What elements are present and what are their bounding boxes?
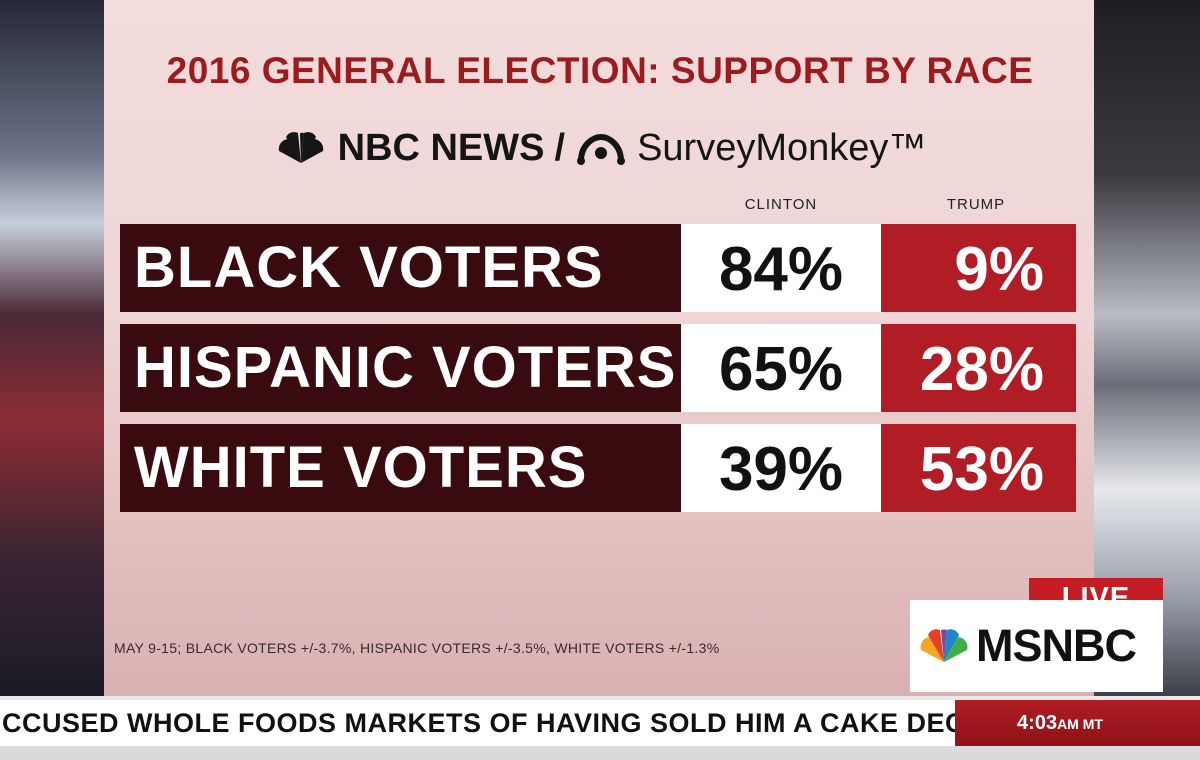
clinton-value: 65%	[681, 324, 881, 412]
table-row: BLACK VOTERS 84% 9%	[120, 224, 1076, 312]
chart-title: 2016 GENERAL ELECTION: SUPPORT BY RACE	[166, 50, 1034, 91]
logo-separator: /	[554, 126, 566, 169]
msnbc-bug: MSNBC	[910, 600, 1163, 692]
clinton-value: 84%	[681, 224, 881, 312]
ticker-time-suffix: AM MT	[1057, 716, 1103, 732]
trump-value: 28%	[881, 324, 1076, 412]
sponsor-logos: NBC NEWS / SurveyMonkey™	[0, 124, 1200, 172]
studio-background-left	[0, 0, 104, 700]
row-label: WHITE VOTERS	[120, 424, 681, 512]
surveymonkey-logo: SurveyMonkey™	[637, 126, 927, 169]
row-label: BLACK VOTERS	[120, 224, 681, 312]
trump-value: 9%	[881, 224, 1076, 312]
ticker-headline: CCUSED WHOLE FOODS MARKETS OF HAVING SOL…	[0, 700, 955, 746]
table-row: HISPANIC VOTERS 65% 28%	[120, 324, 1076, 412]
column-header-trump: TRUMP	[946, 196, 1006, 213]
nbc-news-logo: NBC NEWS	[337, 126, 545, 169]
column-header-clinton: CLINTON	[744, 196, 818, 213]
table-row: WHITE VOTERS 39% 53%	[120, 424, 1076, 512]
surveymonkey-icon	[577, 133, 626, 165]
footnote: MAY 9-15; BLACK VOTERS +/-3.7%, HISPANIC…	[114, 640, 720, 656]
msnbc-logo: MSNBC	[976, 620, 1137, 671]
row-label: HISPANIC VOTERS	[120, 324, 681, 412]
clinton-value: 39%	[681, 424, 881, 512]
nbc-peacock-icon	[278, 132, 323, 163]
msnbc-peacock-icon	[920, 629, 968, 662]
ticker-time: 4:03	[1017, 712, 1058, 734]
ticker-clock: 4:03AM MT	[955, 700, 1165, 746]
trump-value: 53%	[881, 424, 1076, 512]
